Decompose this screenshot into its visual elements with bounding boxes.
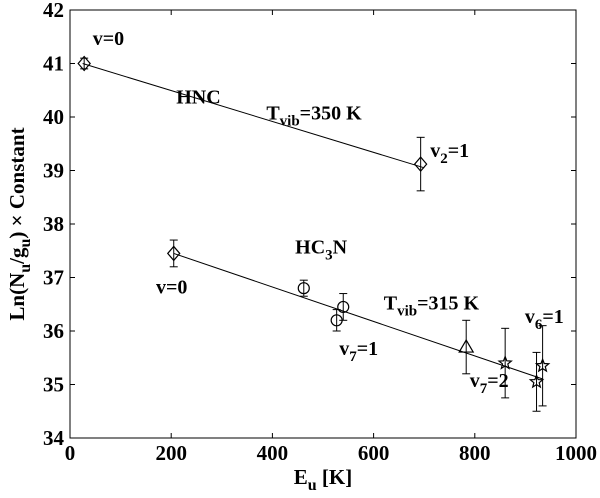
axis-ticks: 0 200 400 600 800 1000 34 35 36 37 38 39 40 41 42 <box>43 0 597 465</box>
x-tick-label: 1000 <box>555 441 597 465</box>
y-tick-label: 37 <box>43 266 64 290</box>
data-point-circle <box>297 282 310 295</box>
y-tick-label: 39 <box>43 159 64 183</box>
x-tick-label: 600 <box>358 441 390 465</box>
annotation-v7-2: v7=2 <box>470 370 509 397</box>
annotation-v7-1: v7=1 <box>339 338 378 365</box>
fit-lines <box>82 63 544 380</box>
data-point-diamond <box>166 245 181 262</box>
y-tick-label: 36 <box>43 319 64 343</box>
error-bars <box>80 57 547 412</box>
fit-line <box>82 63 425 169</box>
annotation-v0-hc3n: v=0 <box>156 277 187 299</box>
x-tick-label: 400 <box>257 441 289 465</box>
annotation-v6-1: v6=1 <box>525 306 564 333</box>
y-tick-label: 41 <box>43 52 64 76</box>
x-tick-label: 800 <box>459 441 491 465</box>
data-point-star <box>497 354 513 370</box>
data-markers <box>77 55 551 389</box>
data-point-diamond <box>77 55 91 72</box>
y-tick-label: 34 <box>43 426 65 450</box>
data-point-circle <box>337 300 350 314</box>
y-tick-label: 38 <box>43 212 64 236</box>
y-tick-label: 40 <box>43 105 64 129</box>
x-axis-title: Eu [K] <box>294 465 353 494</box>
data-point-star <box>528 373 545 389</box>
fit-line <box>173 252 544 380</box>
annotation-v2-1: v2=1 <box>430 140 469 167</box>
annotation-tvib-hnc: Tvib=350 K <box>266 103 362 130</box>
y-tick-label: 35 <box>43 373 64 397</box>
data-point-triangle <box>458 338 475 353</box>
x-tick-label: 0 <box>65 441 76 465</box>
data-point-star <box>534 357 551 373</box>
annotation-v0-hnc: v=0 <box>93 28 124 50</box>
data-point-diamond <box>413 156 428 173</box>
annotation-hc3n: HC3N <box>295 236 348 263</box>
x-tick-label: 200 <box>155 441 187 465</box>
annotation-tvib-hc3n: Tvib=315 K <box>384 293 480 320</box>
y-axis-title: Ln(Nu/gu) × Constant <box>5 127 34 320</box>
data-point-circle <box>330 314 343 327</box>
annotation-hnc: HNC <box>176 87 220 109</box>
y-tick-label: 42 <box>43 0 64 22</box>
